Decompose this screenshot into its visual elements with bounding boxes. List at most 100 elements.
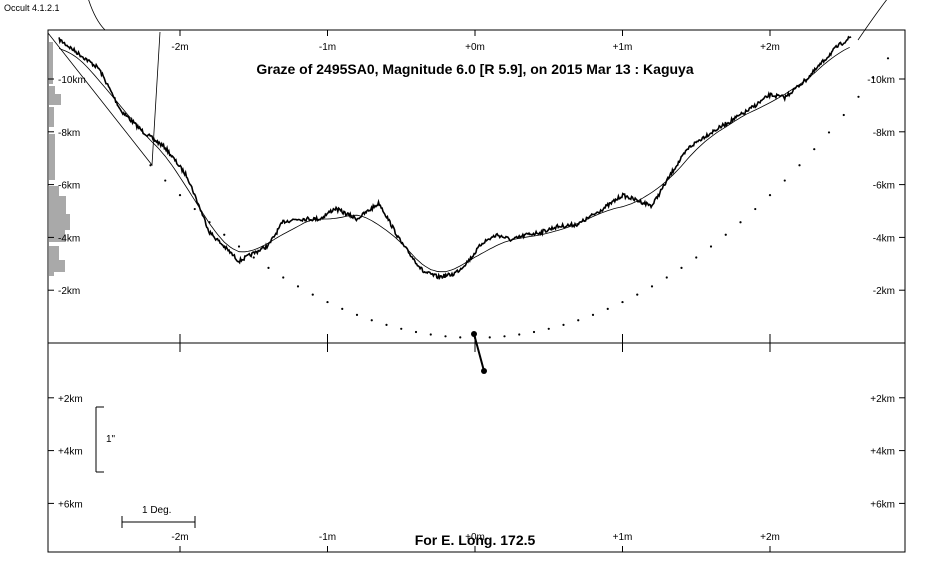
chart-title: Graze of 2495SA0, Magnitude 6.0 [R 5.9],…	[256, 61, 694, 77]
y-tick-label-right: -2km	[873, 286, 895, 297]
limb-dot	[385, 323, 388, 326]
limb-dot	[591, 313, 595, 317]
histogram-bar	[49, 196, 66, 214]
limb-dot	[164, 179, 167, 182]
limb-dot	[282, 276, 285, 279]
arcsec-scale-bar	[95, 406, 104, 473]
histogram-bar	[49, 272, 54, 276]
limb-dot	[459, 336, 462, 339]
limb-dot	[577, 319, 580, 322]
x-tick-label-bottom: +0m	[465, 532, 485, 543]
histogram-bar	[49, 246, 59, 260]
y-tick-label-left: -10km	[58, 75, 86, 86]
x-tick-label-bottom: +1m	[613, 532, 633, 543]
y-tick-label-right: -6km	[873, 181, 895, 192]
limb-dot	[341, 307, 344, 310]
limb-dot	[532, 330, 536, 334]
limb-dot	[444, 335, 447, 338]
y-tick-label-right: -10km	[867, 75, 895, 86]
y-tick-label-right: +2km	[870, 394, 895, 405]
top-left-arc	[88, 0, 106, 31]
y-tick-label-left: -2km	[58, 286, 80, 297]
limb-dot	[400, 327, 403, 330]
limb-dot	[414, 330, 418, 334]
y-tick-label-right: -8km	[873, 128, 895, 139]
axis-ticks	[48, 30, 905, 552]
limb-dot	[178, 194, 182, 197]
smoothed-limb-profile	[58, 46, 850, 273]
limb-dot	[326, 300, 329, 304]
histogram-bar	[49, 134, 55, 180]
limb-dot	[193, 207, 196, 211]
limb-dot	[754, 207, 757, 211]
histogram-bar	[49, 107, 54, 127]
limb-dot	[665, 276, 668, 279]
app-version-label: Occult 4.1.2.1	[4, 3, 60, 13]
x-tick-label-bottom: -1m	[319, 532, 336, 543]
limb-dot	[503, 335, 506, 338]
limb-dot	[606, 307, 609, 310]
top-right-arc	[857, 0, 887, 41]
y-tick-label-left: -4km	[58, 233, 80, 244]
degree-scale-label: 1 Deg.	[142, 505, 171, 516]
y-tick-label-right: -4km	[873, 233, 895, 244]
mean-limb-dots	[149, 57, 890, 339]
observed-limb-profile	[58, 35, 852, 280]
histogram-bar	[49, 260, 65, 272]
x-tick-label-top: +2m	[760, 42, 780, 53]
limb-dot	[709, 245, 713, 248]
x-tick-label-top: +0m	[465, 42, 485, 53]
limb-dot	[562, 323, 565, 326]
histogram-bar	[49, 214, 70, 230]
limb-dot	[223, 233, 226, 236]
limb-dot	[650, 285, 654, 288]
x-tick-label-bottom: -2m	[171, 532, 188, 543]
limb-dot	[621, 300, 624, 304]
limb-dot	[370, 319, 373, 322]
limb-dot	[311, 293, 314, 296]
limb-dot	[488, 336, 491, 339]
x-tick-label-top: -1m	[319, 42, 336, 53]
x-tick-label-top: +1m	[613, 42, 633, 53]
x-tick-label-bottom: +2m	[760, 532, 780, 543]
histogram-bar	[49, 186, 59, 196]
limb-dot	[857, 95, 860, 98]
limb-dot	[267, 266, 270, 269]
limb-dot	[768, 194, 772, 197]
histogram-bar	[49, 230, 65, 242]
limb-dot	[783, 179, 786, 182]
limb-dot	[518, 333, 521, 336]
y-tick-label-left: +2km	[58, 394, 83, 405]
y-tick-label-left: -6km	[58, 181, 80, 192]
limb-dot	[872, 76, 875, 80]
y-tick-label-left: +4km	[58, 447, 83, 458]
y-tick-label-right: +6km	[870, 499, 895, 510]
x-tick-label-top: -2m	[171, 42, 188, 53]
limb-dot	[252, 256, 255, 259]
degree-scale-bar	[121, 516, 196, 528]
limb-dot	[724, 233, 727, 236]
limb-dot	[296, 285, 300, 288]
limb-dot	[237, 245, 241, 248]
limb-dot	[429, 333, 432, 336]
limb-dot	[827, 131, 831, 134]
limb-dot	[739, 221, 742, 224]
chart-footer: For E. Long. 172.5	[414, 532, 536, 548]
histogram-bar	[49, 42, 53, 84]
limb-dot	[798, 164, 801, 167]
limb-dot	[886, 57, 890, 60]
sun-path-curve	[47, 31, 161, 167]
y-tick-label-right: +4km	[870, 447, 895, 458]
arcsec-scale-label: 1"	[106, 434, 116, 445]
limb-dot	[636, 293, 639, 296]
histogram-bar	[49, 94, 61, 105]
y-tick-label-left: +6km	[58, 499, 83, 510]
limb-dot	[680, 266, 683, 269]
star-position-dot	[471, 331, 477, 337]
limb-dot	[149, 164, 152, 167]
limb-dot	[813, 148, 816, 151]
star-path-line	[473, 333, 485, 372]
star-marker	[471, 331, 487, 374]
limb-dot	[547, 327, 550, 330]
